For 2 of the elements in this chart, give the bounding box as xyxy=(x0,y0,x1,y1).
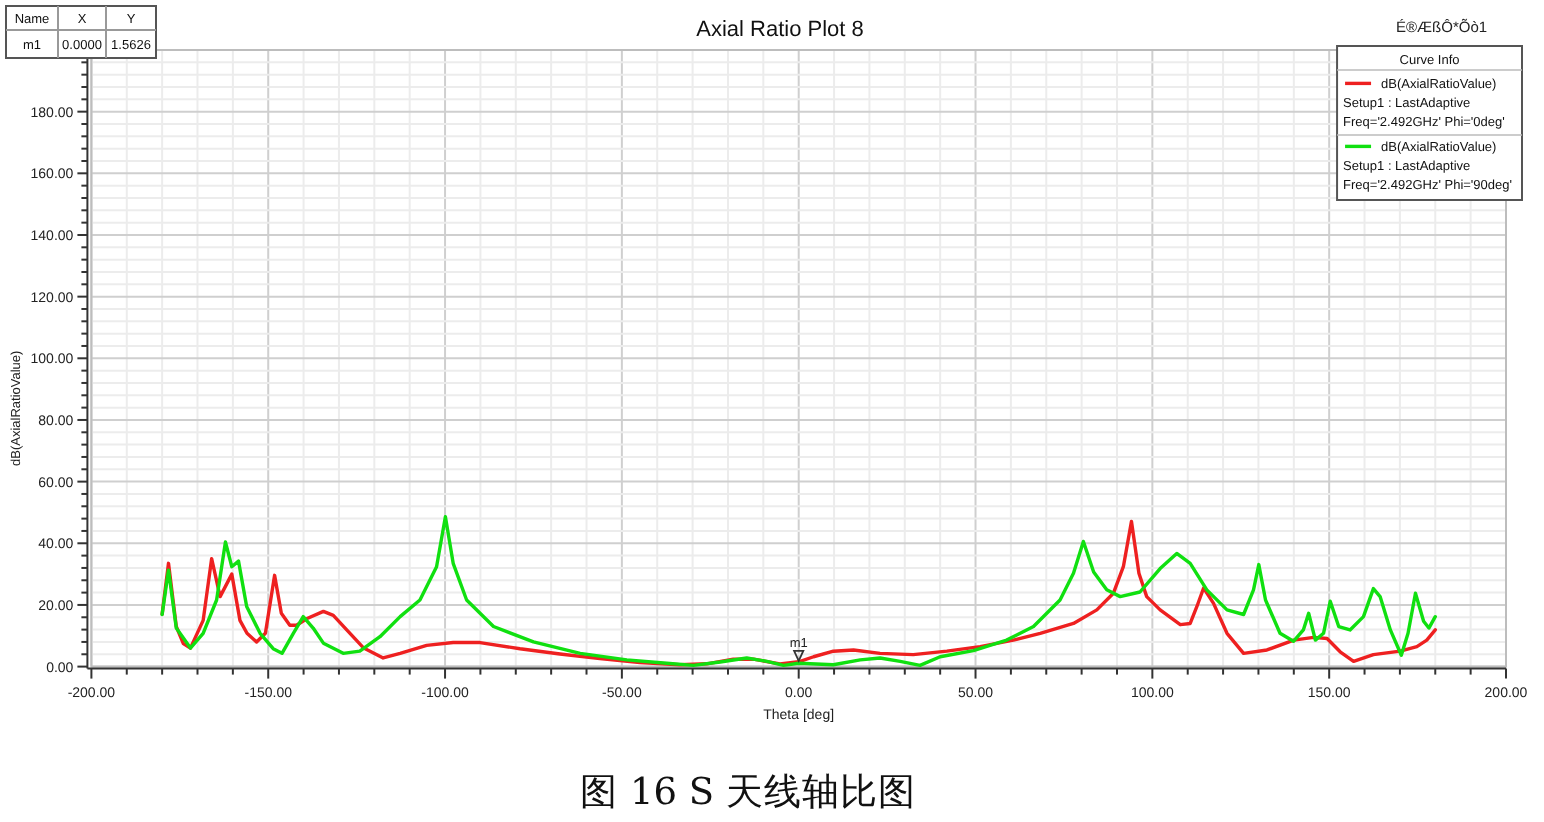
title: Axial Ratio Plot 8 xyxy=(696,18,864,42)
caption: 图 16 S 天线轴比图 xyxy=(580,772,916,814)
